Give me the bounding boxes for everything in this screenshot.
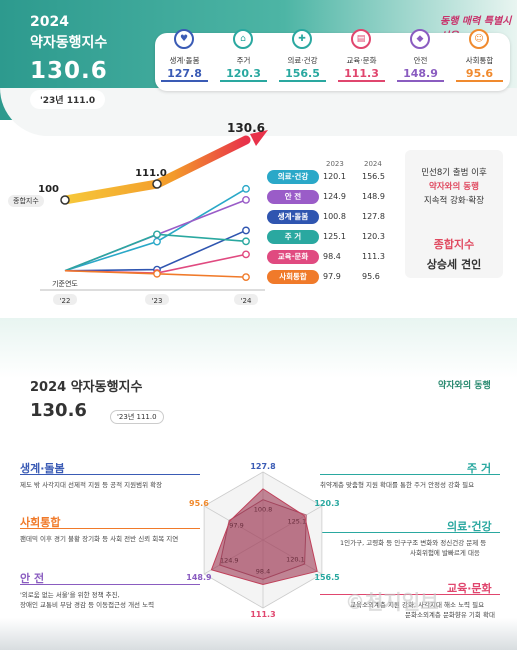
panel2-prev: '23년 111.0	[110, 410, 164, 424]
legend-row: 사회통합 97.9 95.6	[267, 270, 397, 286]
series-point	[242, 250, 250, 259]
total-arrowhead	[250, 130, 268, 146]
panel2-score: 130.6	[30, 400, 87, 421]
radar-chart: 100.8125.1120.198.4124.997.9127.8120.315…	[186, 462, 340, 618]
table-header-2023: 2023	[326, 160, 344, 168]
series-point	[242, 226, 250, 235]
series-point	[153, 230, 161, 239]
panel-summary: 2024 약자동행지수 130.6 '23년 111.0 동행 매력 특별시 서…	[0, 0, 517, 318]
radar-series-2024	[210, 488, 318, 586]
year-label: 2024	[30, 14, 69, 30]
cat-health: ✚ 의료·건강 156.5	[273, 29, 332, 91]
category-strip: ♥ 생계·돌봄 127.8 ⌂ 주거 120.3 ✚ 의료·건강 156.5 ▤…	[155, 29, 510, 91]
legend-row: 의료·건강 120.1 156.5	[267, 170, 397, 186]
prev-year-pill: '23년 111.0	[30, 90, 106, 109]
x-tick-bg	[234, 294, 258, 305]
cat-safety: ◆ 안전 148.9	[391, 29, 450, 91]
total-value-label: 100	[38, 184, 59, 195]
panel2-logo: 약자와의 동행	[438, 381, 491, 391]
legend-row: 주 거 125.1 120.3	[267, 230, 397, 246]
panel2-title: 2024 약자동행지수	[30, 380, 143, 395]
line-chart: '22 '23 '24 기준연도 100 111.0 130.6	[38, 121, 268, 305]
people-icon: ☺	[469, 29, 489, 49]
cat-education: ▤ 교육·문화 111.3	[332, 29, 391, 91]
radar-value-label: 111.3	[250, 610, 275, 618]
total-point	[152, 179, 162, 189]
table-header-2024: 2024	[364, 160, 382, 168]
panel-radar: 2024 약자동행지수 130.6 '23년 111.0 약자와의 동행 생계·…	[0, 318, 517, 650]
x-tick-label: '23	[152, 297, 163, 305]
radar-value-label: 95.6	[189, 499, 209, 508]
series-point	[242, 184, 250, 193]
legend-row: 생계·돌봄 100.8 127.8	[267, 210, 397, 226]
series-point	[242, 195, 250, 204]
radar-value-label: 148.9	[186, 573, 212, 582]
house-icon: ⌂	[233, 29, 253, 49]
series-point	[242, 273, 250, 282]
total-index-tag: 종합지수	[8, 195, 44, 207]
radar-value-label: 120.3	[314, 499, 339, 508]
x-tick-label: '22	[60, 297, 71, 305]
highlight-box: 민선8기 출범 이후 약자와의 동행 지속적 강화·확장 종합지수 상승세 견인	[405, 150, 503, 278]
hand-heart-icon: ♥	[174, 29, 194, 49]
cat-livelihood: ♥ 생계·돌봄 127.8	[155, 29, 214, 91]
total-value-label: 130.6	[227, 121, 265, 135]
total-value-label: 111.0	[135, 168, 167, 179]
series-point	[242, 237, 250, 246]
legend-row: 안 전 124.9 148.9	[267, 190, 397, 206]
x-tick-bg	[145, 294, 169, 305]
city-skyline	[0, 618, 517, 650]
medical-icon: ✚	[292, 29, 312, 49]
cat-housing: ⌂ 주거 120.3	[214, 29, 273, 91]
cat-integration: ☺ 사회통합 95.6	[450, 29, 509, 91]
radar-value-label: 127.8	[250, 462, 276, 471]
watermark: ©천지일보	[345, 590, 439, 614]
x-tick-bg	[53, 294, 77, 305]
prev-year-label: '23년	[40, 96, 64, 106]
base-year-label: 기준연도	[52, 279, 78, 288]
total-point	[60, 195, 70, 205]
x-tick-label: '24	[241, 297, 252, 305]
series-point	[153, 269, 161, 278]
series-line	[64, 188, 247, 272]
legend-row: 교육·문화 98.4 111.3	[267, 250, 397, 266]
shield-icon: ◆	[410, 29, 430, 49]
index-title: 약자동행지수	[30, 35, 108, 51]
index-score: 130.6	[30, 58, 108, 84]
series-point	[153, 237, 161, 246]
book-icon: ▤	[351, 29, 371, 49]
prev-year-value: 111.0	[66, 96, 96, 106]
radar-value-label: 156.5	[314, 573, 340, 582]
